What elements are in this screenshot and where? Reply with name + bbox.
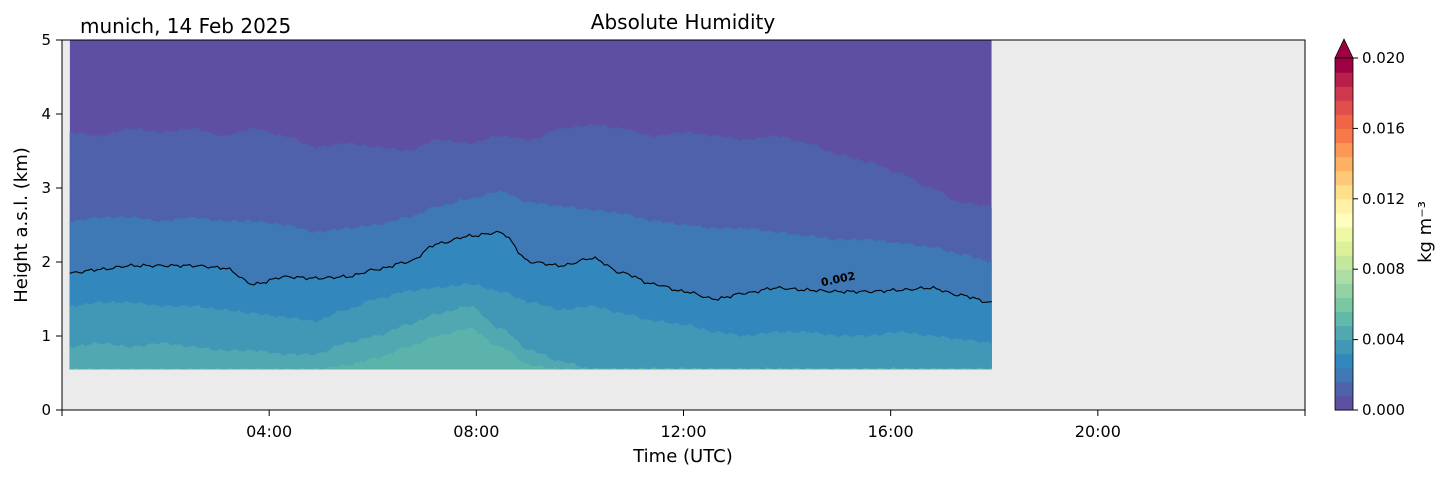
colorbar-segment <box>1335 381 1353 397</box>
y-tick-label: 4 <box>41 105 51 123</box>
colorbar-segment <box>1335 297 1353 313</box>
x-tick-label: 04:00 <box>246 422 292 441</box>
x-axis-ticks: 04:00 08:00 12:00 16:00 20:00 <box>61 410 1306 441</box>
y-tick-label: 3 <box>41 179 51 197</box>
colorbar-label: kg m⁻³ <box>1415 201 1436 263</box>
colorbar-segment <box>1335 170 1353 186</box>
colorbar-segment <box>1335 100 1353 115</box>
colorbar-segment <box>1335 395 1353 411</box>
chart-title: Absolute Humidity <box>591 10 776 34</box>
colorbar-segment <box>1335 184 1353 200</box>
y-tick-label: 5 <box>41 31 51 49</box>
colorbar-segment <box>1335 255 1353 270</box>
colorbar-segment <box>1335 86 1353 101</box>
x-tick-label: 20:00 <box>1075 422 1121 441</box>
x-axis-label: Time (UTC) <box>632 446 733 467</box>
colorbar-segment <box>1335 156 1353 172</box>
colorbar-segment <box>1335 58 1353 73</box>
colorbar-segment <box>1335 72 1353 87</box>
colorbar-frame <box>1334 58 1354 411</box>
colorbar-extend-arrow <box>1334 38 1354 59</box>
colorbar-tick-label: 0.004 <box>1362 331 1405 349</box>
colorbar-segment <box>1335 325 1353 341</box>
colorbar-tick-label: 0.016 <box>1362 119 1405 137</box>
location-date-label: munich, 14 Feb 2025 <box>80 14 291 38</box>
colorbar-segment <box>1335 142 1353 158</box>
x-tick-label: 08:00 <box>453 422 499 441</box>
y-tick-label: 0 <box>41 401 51 419</box>
colorbar-segment <box>1335 311 1353 327</box>
y-tick-label: 2 <box>41 253 51 271</box>
x-tick-label: 12:00 <box>660 422 706 441</box>
colorbar-segment <box>1335 269 1353 284</box>
y-axis-label: Height a.s.l. (km) <box>11 147 32 303</box>
contour-line-0.002 <box>69 230 992 304</box>
band-0.005-0.006 <box>69 326 992 370</box>
colorbar-segment <box>1335 212 1353 228</box>
colorbar-segment <box>1335 128 1353 144</box>
colorbar-tick-label: 0.020 <box>1362 49 1405 67</box>
colorbar-segment <box>1335 241 1353 256</box>
x-tick-label: 16:00 <box>868 422 914 441</box>
colorbar-segment <box>1335 353 1353 369</box>
colorbar-tick-label: 0.000 <box>1362 401 1405 419</box>
band-0.003-0.004 <box>69 283 992 370</box>
y-tick-label: 1 <box>41 327 51 345</box>
y-axis-ticks: 0 1 2 3 4 5 <box>41 31 62 419</box>
colorbar-tick-label: 0.008 <box>1362 260 1405 278</box>
colorbar-segment <box>1335 367 1353 383</box>
colorbar-segment <box>1335 283 1353 298</box>
colorbar-tick-label: 0.012 <box>1362 190 1405 208</box>
colorbar-segment <box>1335 114 1353 129</box>
colorbar-segment <box>1335 226 1353 242</box>
contour-bands <box>69 40 992 370</box>
band-0.004-0.005 <box>69 305 992 370</box>
colorbar-segment <box>1335 198 1353 214</box>
colorbar-segment <box>1335 339 1353 355</box>
colorbar: 0.000 0.004 0.008 0.012 0.016 0.020 <box>1334 38 1405 419</box>
